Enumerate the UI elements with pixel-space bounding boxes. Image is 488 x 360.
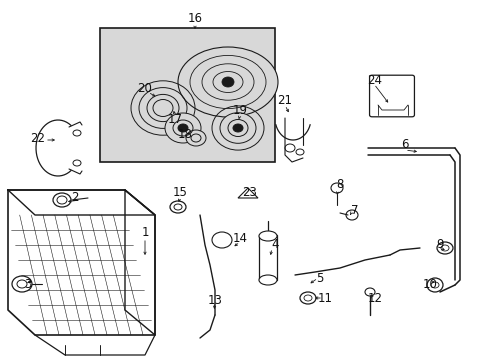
Text: 6: 6	[401, 139, 408, 152]
Text: 5: 5	[316, 271, 323, 284]
Text: 17: 17	[167, 113, 182, 126]
Ellipse shape	[220, 113, 256, 143]
Text: 15: 15	[172, 185, 187, 198]
Text: 8: 8	[336, 179, 343, 192]
Ellipse shape	[259, 275, 276, 285]
Ellipse shape	[232, 124, 243, 132]
Text: 7: 7	[350, 203, 358, 216]
Text: 16: 16	[187, 12, 202, 24]
Text: 13: 13	[207, 293, 222, 306]
Text: 2: 2	[71, 190, 79, 203]
Text: 23: 23	[242, 185, 257, 198]
Ellipse shape	[53, 193, 71, 207]
Text: 22: 22	[30, 131, 45, 144]
Text: 20: 20	[137, 81, 152, 94]
Ellipse shape	[178, 47, 278, 117]
Ellipse shape	[299, 292, 315, 304]
Text: 19: 19	[232, 104, 247, 117]
Ellipse shape	[170, 201, 185, 213]
Bar	[259, 235, 276, 280]
Text: 3: 3	[24, 278, 32, 291]
Text: 18: 18	[177, 129, 192, 141]
Ellipse shape	[436, 242, 452, 254]
Ellipse shape	[147, 94, 179, 122]
Ellipse shape	[426, 278, 442, 292]
Text: 10: 10	[422, 279, 437, 292]
Ellipse shape	[12, 276, 32, 292]
Ellipse shape	[259, 231, 276, 241]
Ellipse shape	[73, 160, 81, 166]
Text: 4: 4	[271, 239, 278, 252]
Text: 24: 24	[367, 73, 382, 86]
Ellipse shape	[178, 124, 187, 132]
Text: 9: 9	[435, 239, 443, 252]
Ellipse shape	[222, 77, 234, 87]
Ellipse shape	[164, 113, 201, 143]
Text: 11: 11	[317, 292, 332, 305]
Ellipse shape	[73, 130, 81, 136]
Ellipse shape	[364, 288, 374, 296]
FancyBboxPatch shape	[369, 75, 414, 117]
Text: 12: 12	[367, 292, 382, 305]
Ellipse shape	[185, 130, 205, 146]
Bar	[100, 28, 274, 162]
Text: 1: 1	[141, 225, 148, 239]
Text: 14: 14	[232, 231, 247, 244]
Polygon shape	[238, 188, 258, 198]
Text: 21: 21	[277, 94, 292, 107]
